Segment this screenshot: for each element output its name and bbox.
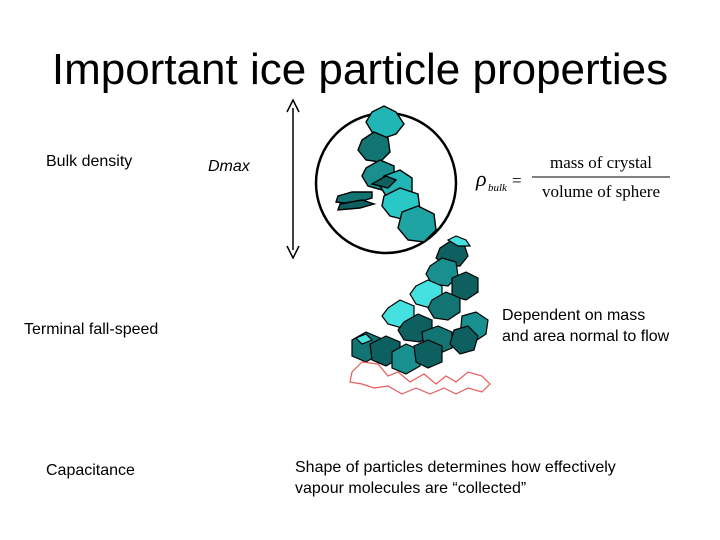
rosette-crystal-icon xyxy=(335,105,437,243)
capacitance-note: Shape of particles determines how effect… xyxy=(295,457,616,499)
slide-title: Important ice particle properties xyxy=(51,45,669,94)
dmax-label: Dmax xyxy=(208,158,250,175)
capacitance-note-line-2: vapour molecules are “collected” xyxy=(295,480,527,497)
equation-rho-symbol: ρ xyxy=(475,166,487,191)
fall-speed-note-line-2: and area normal to flow xyxy=(502,328,670,345)
aggregate-crystal-icon xyxy=(351,235,489,375)
fall-speed-note: Dependent on mass and area normal to flo… xyxy=(502,305,669,347)
equation-subscript: bulk xyxy=(488,182,508,194)
equation-numerator: mass of crystal xyxy=(550,153,652,172)
capacitance-note-line-1: Shape of particles determines how effect… xyxy=(295,459,616,476)
dmax-arrow-icon xyxy=(286,98,300,260)
fall-speed-note-line-1: Dependent on mass xyxy=(502,307,646,324)
property-label-capacitance: Capacitance xyxy=(46,462,135,479)
bulk-density-equation: ρ bulk = mass of crystal volume of spher… xyxy=(475,153,670,201)
equation-equals: = xyxy=(512,171,522,190)
equation-denominator: volume of sphere xyxy=(542,182,660,201)
projected-area-outline-icon xyxy=(349,361,491,395)
property-label-bulk-density: Bulk density xyxy=(46,153,133,170)
property-label-terminal-fall-speed: Terminal fall-speed xyxy=(24,321,159,338)
